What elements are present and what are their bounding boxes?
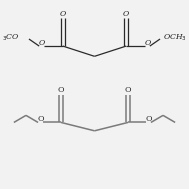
Text: O: O (145, 115, 152, 123)
Text: OCH$_3$: OCH$_3$ (163, 33, 187, 43)
Text: O: O (60, 10, 66, 18)
Text: O: O (58, 86, 64, 94)
Text: O: O (37, 115, 44, 123)
Text: O: O (38, 39, 45, 47)
Text: O: O (144, 39, 151, 47)
Text: O: O (125, 86, 131, 94)
Text: O: O (123, 10, 129, 18)
Text: $_3$CO: $_3$CO (2, 33, 19, 43)
